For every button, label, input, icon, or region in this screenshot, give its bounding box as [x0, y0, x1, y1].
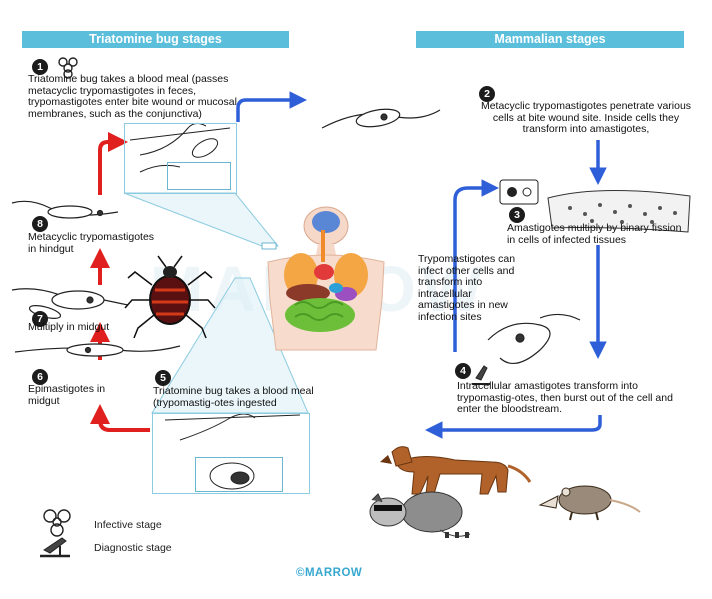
- triatomine-bug-icon: [124, 255, 216, 339]
- step-8-text: Metacyclic trypomastigotes in hindgut: [28, 231, 155, 255]
- panel-5-drawing: [164, 413, 301, 490]
- human-body-icon: [267, 206, 385, 351]
- blood-meal-inset: [195, 457, 283, 492]
- step-1-text: Triatomine bug takes a blood meal (passe…: [28, 73, 237, 120]
- step-number-4: 4: [455, 363, 471, 379]
- step-7-text: Multiply in midgut: [28, 321, 110, 333]
- panel-1-drawing: [129, 122, 231, 173]
- bite-panel-step-1: [124, 123, 237, 194]
- legend-diagnostic-stage: Diagnostic stage: [94, 542, 172, 554]
- tissue-icon: [547, 190, 691, 233]
- reinfection-note: Trypomastigotes can infect other cells a…: [418, 253, 516, 323]
- parasite-icon: [11, 108, 581, 365]
- biohazard-icon: [43, 57, 78, 537]
- step-5-text: Triatomine bug takes a blood meal (trypo…: [153, 385, 314, 409]
- infected-cell-icon: [499, 179, 539, 205]
- step-number-2: 2: [479, 86, 495, 102]
- step-number-3: 3: [509, 207, 525, 223]
- step-number-5: 5: [155, 370, 171, 386]
- bite-panel-inset: [167, 162, 231, 190]
- step-2-text: Metacyclic trypomastigotes penetrate var…: [480, 100, 692, 135]
- step-number-8: 8: [32, 216, 48, 232]
- legend-infective-stage: Infective stage: [94, 519, 162, 531]
- copyright-footer: ©MARROW: [296, 567, 363, 579]
- step-6-text: Epimastigotes in midgut: [28, 383, 106, 407]
- step-4-text: Intracellular amastigotes transform into…: [457, 380, 673, 415]
- header-mammalian-stages: Mammalian stages: [416, 31, 684, 48]
- dog-icon: [380, 446, 532, 495]
- bite-panel-step-5: [152, 413, 310, 494]
- step-number-6: 6: [32, 369, 48, 385]
- header-triatomine-stages: Triatomine bug stages: [22, 31, 289, 48]
- opossum-icon: [538, 485, 641, 521]
- step-number-7: 7: [32, 311, 48, 327]
- step-number-1: 1: [32, 59, 48, 75]
- blue-arrows: [236, 91, 607, 439]
- step-3-text: Amastigotes multiply by binary fission i…: [507, 222, 682, 246]
- raccoon-icon: [369, 491, 471, 538]
- microscope-icon: [40, 365, 490, 558]
